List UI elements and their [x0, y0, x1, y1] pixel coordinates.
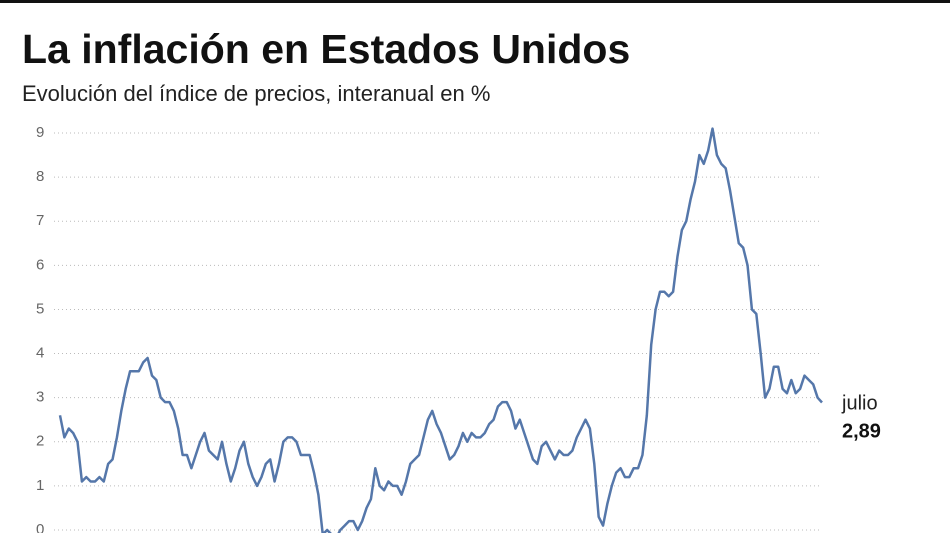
end-value-label: 2,89 [842, 420, 881, 442]
y-tick-label: 0 [36, 521, 44, 533]
y-tick-label: 1 [36, 477, 44, 494]
y-tick-label: 4 [36, 345, 44, 362]
y-tick-label: 6 [36, 256, 44, 273]
y-tick-label: 3 [36, 389, 44, 406]
end-caption: julio [841, 392, 878, 414]
y-tick-label: 5 [36, 300, 44, 317]
y-tick-label: 7 [36, 212, 44, 229]
top-rule [0, 0, 950, 3]
y-tick-label: 9 [36, 124, 44, 141]
y-tick-label: 2 [36, 433, 44, 450]
y-tick-label: 8 [36, 168, 44, 185]
chart-title: La inflación en Estados Unidos [22, 26, 630, 72]
series-line [58, 127, 823, 533]
chart-subtitle: Evolución del índice de precios, interan… [22, 81, 490, 106]
